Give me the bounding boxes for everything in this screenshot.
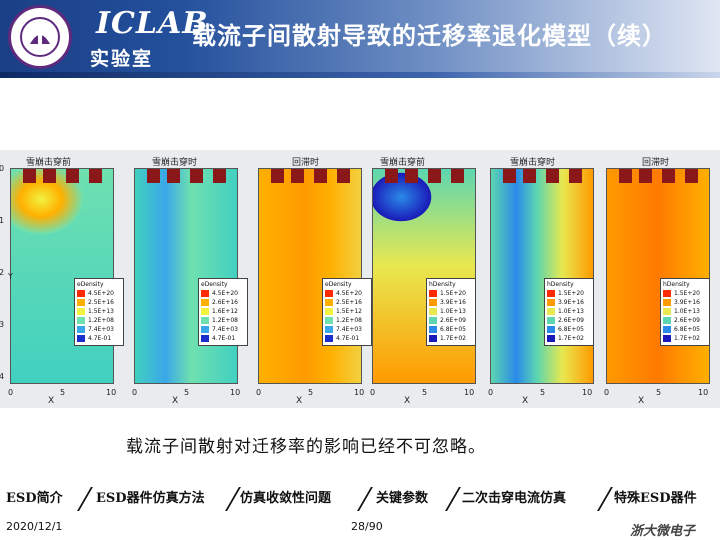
x-tick: 10 [464,388,475,397]
x-tick: 5 [60,388,66,397]
x-tick: 5 [656,388,662,397]
nav-item-intro[interactable]: ESD简介 [6,491,63,506]
legend: hDensity 1.5E+20 3.9E+16 1.0E+13 2.6E+09… [544,278,594,346]
y-tick: 1 [0,216,5,225]
panel-title: 雪崩击穿前 [380,158,426,168]
density-plot [258,168,362,384]
x-axis-label: X [638,396,645,406]
nav-item-sim-method[interactable]: ESD器件仿真方法 [96,491,205,506]
panel-e-before: 雪崩击穿前 eDensity 4.5E+20 2.5E+16 1.5E+13 1… [2,158,124,406]
x-tick: 10 [230,388,241,397]
legend: hDensity 1.5E+20 3.9E+16 1.0E+13 2.6E+09… [660,278,710,346]
nav-item-special-esd[interactable]: 特殊ESD器件 [614,491,697,506]
x-tick: 10 [698,388,709,397]
x-tick: 10 [582,388,593,397]
x-tick: 5 [308,388,314,397]
x-axis-label: X [296,396,303,406]
panel-e-snapback: 回滞时 eDensity 4.5E+20 2.5E+16 1.5E+12 1.2… [250,158,372,406]
slide-date: 2020/12/1 [6,520,63,533]
legend: eDensity 4.5E+20 2.5E+16 1.5E+12 1.2E+08… [322,278,372,346]
panel-title: 雪崩击穿前 [26,158,72,168]
x-axis-label: X [172,396,179,406]
x-tick: 5 [422,388,428,397]
y-tick: 0 [0,164,5,173]
legend: eDensity 4.5E+20 2.5E+16 1.5E+13 1.2E+08… [74,278,124,346]
x-tick: 10 [354,388,365,397]
header-banner: ICLAB 实验室 载流子间散射导致的迁移率退化模型（续） [0,0,720,78]
y-axis-label: Y [8,272,13,281]
section-nav: ESD简介 ESD器件仿真方法 仿真收敛性问题 关键参数 二次击穿电流仿真 特殊… [0,487,720,509]
panel-h-during: 雪崩击穿时 hDensity 1.5E+20 3.9E+16 1.0E+13 2… [482,158,594,406]
panel-title: 雪崩击穿时 [510,158,556,168]
density-plot [372,168,476,384]
panel-title: 雪崩击穿时 [152,158,198,168]
nav-item-second-breakdown[interactable]: 二次击穿电流仿真 [462,491,567,506]
panel-title: 回滞时 [642,158,670,168]
panel-h-snapback: 回滞时 hDensity 1.5E+20 3.9E+16 1.0E+13 2.6… [598,158,710,406]
university-seal [8,5,72,69]
nav-item-key-params[interactable]: 关键参数 [376,491,429,506]
density-plot [134,168,238,384]
x-tick: 0 [256,388,262,397]
panel-h-before: 雪崩击穿前 hDensity 1.5E+20 3.9E+16 1.0E+13 2… [364,158,476,406]
x-tick: 0 [604,388,610,397]
x-tick: 0 [370,388,376,397]
x-tick: 0 [8,388,14,397]
lab-subtitle: 实验室 [90,48,154,70]
x-tick: 5 [540,388,546,397]
x-tick: 10 [106,388,117,397]
figure-caption: 载流子间散射对迁移率的影响已经不可忽略。 [126,437,486,457]
slide-title: 载流子间散射导致的迁移率退化模型（续） [192,22,667,50]
footer-logo: 浙大微电子 [630,524,696,539]
panel-e-during: 雪崩击穿时 eDensity 4.5E+20 2.6E+16 1.6E+12 1… [126,158,248,406]
seal-emblem-icon [30,32,50,44]
x-axis-label: X [404,396,411,406]
density-plot [10,168,114,384]
x-axis-label: X [522,396,529,406]
x-tick: 5 [184,388,190,397]
panel-title: 回滞时 [292,158,320,168]
simulation-figure: 雪崩击穿前 eDensity 4.5E+20 2.5E+16 1.5E+13 1… [0,150,720,408]
x-tick: 0 [132,388,138,397]
density-plot [490,168,594,384]
lab-logo-text: ICLAB [96,6,209,41]
y-tick: 4 [0,372,5,381]
x-axis-label: X [48,396,55,406]
y-tick: 2 [0,268,5,277]
legend: eDensity 4.5E+20 2.6E+16 1.6E+12 1.2E+08… [198,278,248,346]
y-tick: 3 [0,320,5,329]
density-plot [606,168,710,384]
page-number: 28/90 [351,520,383,533]
nav-item-convergence[interactable]: 仿真收敛性问题 [240,491,332,506]
legend: hDensity 1.5E+20 3.9E+16 1.0E+13 2.6E+09… [426,278,476,346]
x-tick: 0 [488,388,494,397]
